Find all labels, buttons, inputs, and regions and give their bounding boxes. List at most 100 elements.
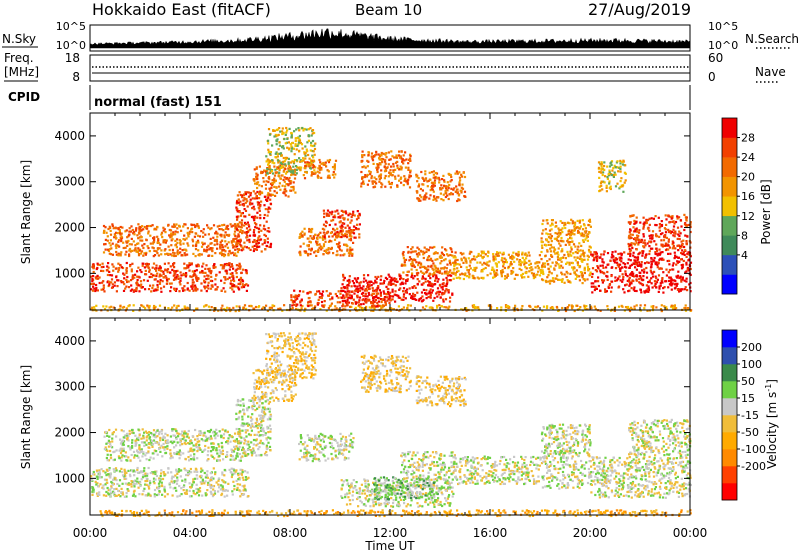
data-cell bbox=[612, 175, 615, 178]
data-cell bbox=[152, 247, 155, 250]
data-cell bbox=[342, 273, 345, 276]
data-cell bbox=[320, 176, 323, 179]
data-cell bbox=[416, 278, 419, 281]
data-cell bbox=[650, 260, 653, 263]
data-cell bbox=[274, 194, 277, 197]
data-cell bbox=[642, 227, 645, 230]
data-cell bbox=[214, 288, 217, 291]
data-cell bbox=[410, 258, 413, 261]
data-cell bbox=[257, 206, 260, 209]
data-cell bbox=[125, 250, 128, 253]
data-cell bbox=[237, 198, 240, 201]
data-cell bbox=[600, 165, 603, 168]
data-cell bbox=[682, 251, 685, 254]
data-cell bbox=[531, 308, 534, 311]
data-cell bbox=[299, 160, 302, 163]
data-cell bbox=[610, 274, 613, 278]
data-cell bbox=[240, 271, 243, 275]
data-cell bbox=[545, 219, 548, 222]
data-cell bbox=[660, 280, 663, 283]
data-cell bbox=[661, 243, 664, 246]
data-cell bbox=[561, 266, 564, 269]
y-tick-label: 2000 bbox=[54, 221, 85, 235]
data-cell bbox=[115, 237, 118, 240]
data-cell bbox=[545, 232, 548, 235]
data-cell bbox=[225, 243, 228, 246]
data-cell bbox=[460, 186, 463, 189]
data-cell bbox=[230, 241, 233, 244]
data-cell bbox=[599, 269, 602, 272]
data-cell bbox=[258, 190, 262, 193]
data-cell bbox=[299, 168, 302, 171]
data-cell bbox=[106, 235, 109, 238]
data-cell bbox=[125, 271, 128, 275]
data-cell bbox=[542, 305, 546, 308]
data-cell bbox=[345, 230, 348, 233]
data-cell bbox=[449, 261, 452, 264]
data-cell bbox=[178, 224, 181, 227]
data-cell bbox=[247, 229, 250, 232]
data-cell bbox=[566, 250, 569, 253]
data-cell bbox=[340, 249, 343, 252]
data-cell bbox=[442, 278, 445, 281]
data-cell bbox=[359, 286, 362, 289]
data-cell bbox=[247, 195, 251, 198]
data-cell bbox=[583, 304, 586, 307]
data-cell bbox=[377, 163, 380, 166]
data-cell bbox=[323, 215, 326, 219]
data-cell bbox=[650, 217, 653, 220]
data-cell bbox=[502, 260, 505, 263]
data-cell bbox=[549, 247, 552, 250]
data-cell bbox=[353, 277, 356, 280]
data-cell bbox=[372, 306, 375, 309]
data-cell bbox=[288, 179, 291, 183]
data-cell bbox=[422, 272, 426, 275]
data-cell bbox=[258, 209, 261, 212]
data-cell bbox=[415, 272, 419, 275]
data-cell bbox=[267, 151, 270, 154]
data-cell bbox=[400, 514, 403, 517]
data-cell bbox=[565, 270, 568, 273]
data-cell bbox=[284, 194, 287, 197]
data-cell bbox=[325, 309, 328, 312]
data-cell bbox=[441, 272, 444, 275]
data-cell bbox=[236, 210, 239, 213]
data-cell bbox=[567, 241, 570, 244]
data-cell bbox=[296, 297, 299, 300]
data-cell bbox=[151, 286, 154, 290]
data-cell bbox=[608, 180, 611, 183]
data-cell bbox=[324, 225, 327, 228]
data-cell bbox=[313, 251, 316, 254]
data-cell bbox=[597, 161, 601, 164]
data-cell bbox=[198, 235, 202, 238]
data-cell bbox=[200, 253, 203, 256]
data-cell bbox=[634, 243, 637, 246]
data-cell bbox=[318, 171, 321, 174]
data-cell bbox=[395, 280, 399, 283]
data-cell bbox=[437, 196, 440, 199]
data-cell bbox=[162, 241, 165, 244]
data-cell bbox=[256, 216, 259, 219]
data-cell bbox=[381, 161, 384, 164]
data-cell bbox=[411, 286, 414, 289]
data-cell bbox=[518, 260, 521, 263]
data-cell bbox=[423, 251, 426, 255]
data-cell bbox=[429, 265, 432, 268]
cpid-program-text: normal (fast) 151 bbox=[94, 95, 222, 110]
data-cell bbox=[116, 232, 119, 235]
data-cell bbox=[137, 242, 140, 245]
data-cell bbox=[307, 134, 310, 137]
data-cell bbox=[104, 511, 107, 514]
data-cell bbox=[227, 234, 230, 237]
data-cell bbox=[346, 218, 350, 221]
data-cell bbox=[317, 176, 320, 179]
data-cell bbox=[255, 167, 258, 170]
data-cell bbox=[427, 265, 430, 268]
data-cell bbox=[163, 249, 166, 252]
data-cell bbox=[569, 233, 573, 237]
data-cell bbox=[133, 230, 136, 234]
data-cell bbox=[258, 192, 261, 195]
data-cell bbox=[251, 207, 254, 210]
data-cell bbox=[436, 177, 439, 180]
data-cell bbox=[482, 276, 485, 279]
